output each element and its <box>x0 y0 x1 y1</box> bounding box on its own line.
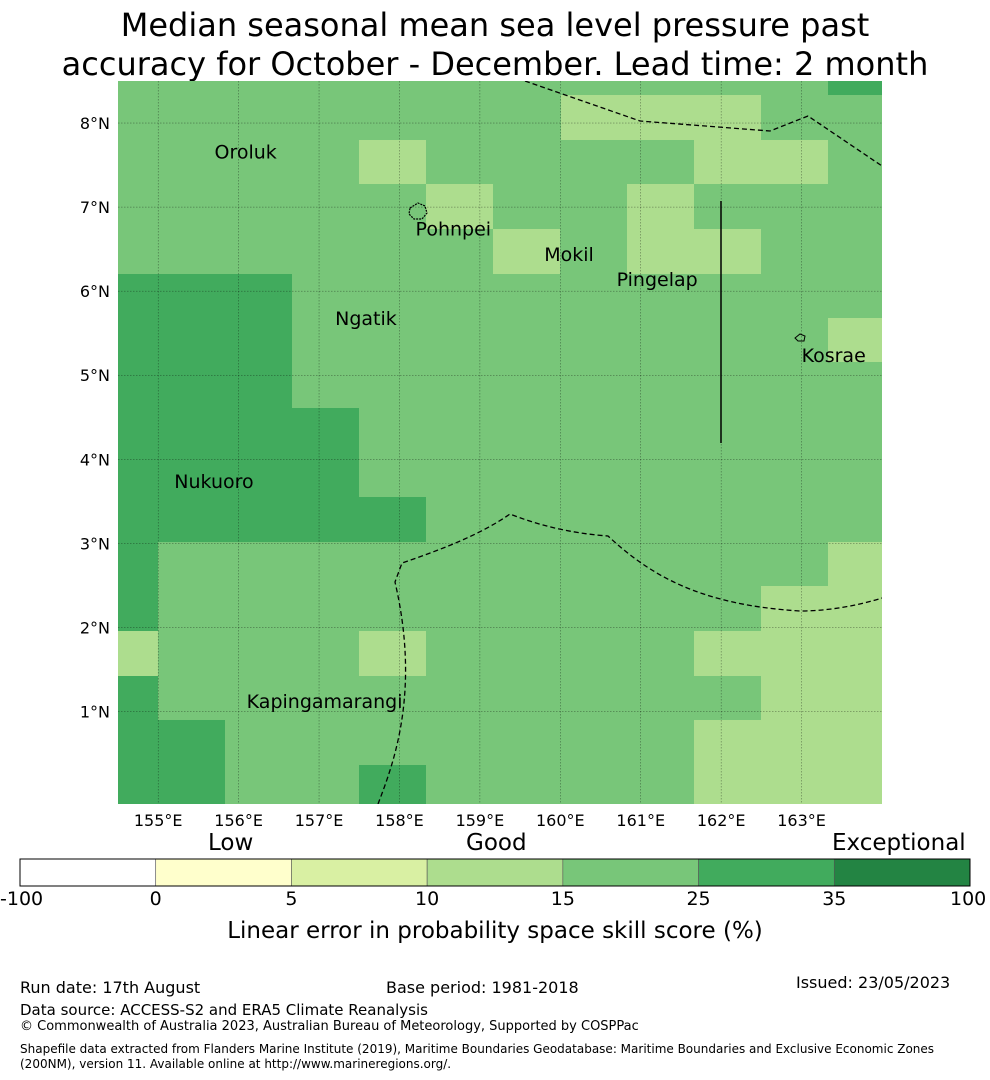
colorbar-swatch <box>426 858 564 887</box>
grid-cell <box>828 81 882 95</box>
place-label: Pohnpei <box>416 219 492 241</box>
lat-tick-label: 3°N <box>80 534 110 553</box>
lat-tick-label: 6°N <box>80 282 110 301</box>
grid-cell <box>359 140 426 184</box>
grid-cell <box>158 720 225 804</box>
lon-tick-label: 156°E <box>214 811 263 830</box>
grid-cell <box>761 676 882 720</box>
lat-tick-label: 5°N <box>80 366 110 385</box>
place-label: Ngatik <box>335 308 397 330</box>
pohnpei-island <box>408 202 428 220</box>
kosrae-island <box>794 333 806 342</box>
grid-cell <box>118 497 426 542</box>
skill-cells <box>118 81 882 804</box>
grid-cell <box>694 720 882 804</box>
longitude-tick-labels: 155°E 156°E 157°E 158°E 159°E 160°E 161°E 162°E… <box>134 811 826 830</box>
run-date: Run date: 17th August <box>20 978 201 997</box>
graticule <box>118 81 882 804</box>
grid-cell <box>118 408 359 497</box>
lat-tick-label: 7°N <box>80 198 110 217</box>
colorbar-tick-label: 15 <box>550 888 575 910</box>
place-label: Mokil <box>544 244 594 266</box>
grid-cell <box>828 318 882 362</box>
shapefile-credit: Shapefile data extracted from Flanders M… <box>20 1042 935 1071</box>
place-label: Nukuoro <box>174 471 253 493</box>
colorbar-tick-label: 5 <box>285 888 298 910</box>
category-exceptional: Exceptional <box>832 830 966 856</box>
lon-tick-label: 163°E <box>777 811 826 830</box>
grid-cell <box>493 229 560 274</box>
colorbar-swatch <box>291 858 428 887</box>
category-low: Low <box>208 830 254 856</box>
grid-cell <box>426 184 493 229</box>
grid-cell <box>561 95 761 140</box>
place-label: Kapingamarangi <box>247 691 403 713</box>
issued-date: Issued: 23/05/2023 <box>796 973 951 992</box>
copyright: © Commonwealth of Australia 2023, Austra… <box>20 1019 639 1034</box>
lon-tick-label: 159°E <box>456 811 505 830</box>
skill-map: Oroluk Pohnpei Mokil Pingelap Ngatik Kosrae Nu… <box>80 81 882 830</box>
colorbar-tick-label: 35 <box>822 888 847 910</box>
grid-cell <box>627 229 761 274</box>
colorbar-swatch <box>833 858 971 887</box>
lon-tick-label: 157°E <box>295 811 344 830</box>
grid-cell <box>359 631 426 676</box>
colorbar <box>19 858 971 887</box>
colorbar-tick-label: 100 <box>950 888 987 910</box>
lat-tick-label: 1°N <box>80 703 110 722</box>
place-label: Oroluk <box>215 141 277 163</box>
base-period: Base period: 1981-2018 <box>386 978 579 997</box>
lat-tick-label: 8°N <box>80 114 110 133</box>
latitude-tick-labels: 1°N 2°N 3°N 4°N 5°N 6°N 7°N 8°N <box>80 114 110 721</box>
grid-cell <box>118 631 158 676</box>
place-label: Kosrae <box>802 345 866 367</box>
grid-cell <box>694 631 882 676</box>
data-source: Data source: ACCESS-S2 and ERA5 Climate … <box>20 1001 428 1019</box>
colorbar-swatch <box>562 858 699 887</box>
grid-cell <box>118 676 158 804</box>
lon-tick-label: 160°E <box>536 811 585 830</box>
colorbar-tick-label: 0 <box>149 888 162 910</box>
lat-tick-label: 2°N <box>80 618 110 637</box>
category-good: Good <box>466 830 527 856</box>
grid-cell <box>118 274 292 408</box>
grid-cell <box>761 586 882 631</box>
colorbar-swatch <box>698 858 835 887</box>
lon-tick-label: 161°E <box>616 811 665 830</box>
title-line-1: Median seasonal mean sea level pressure … <box>120 6 870 44</box>
grid-cell <box>118 542 158 631</box>
title-line-2: accuracy for October - December. Lead ti… <box>61 45 929 83</box>
grid-cell <box>359 765 426 804</box>
colorbar-swatch <box>19 858 157 887</box>
colorbar-tick-label: 25 <box>686 888 711 910</box>
place-labels: Oroluk Pohnpei Mokil Pingelap Ngatik Kosrae Nu… <box>174 141 865 713</box>
grid-cell <box>828 542 882 586</box>
colorbar-tick-label: 10 <box>415 888 440 910</box>
maritime-boundaries <box>377 81 882 804</box>
colorbar-tick-label: -100 <box>0 888 44 910</box>
colorbar-label: Linear error in probability space skill … <box>227 918 763 944</box>
place-label: Pingelap <box>617 269 698 291</box>
lon-tick-label: 162°E <box>697 811 746 830</box>
grid-cell <box>694 140 828 184</box>
colorbar-swatch <box>155 858 292 887</box>
lon-tick-label: 158°E <box>375 811 424 830</box>
grid-cell <box>627 184 694 229</box>
lon-tick-label: 155°E <box>134 811 183 830</box>
lat-tick-label: 4°N <box>80 450 110 469</box>
